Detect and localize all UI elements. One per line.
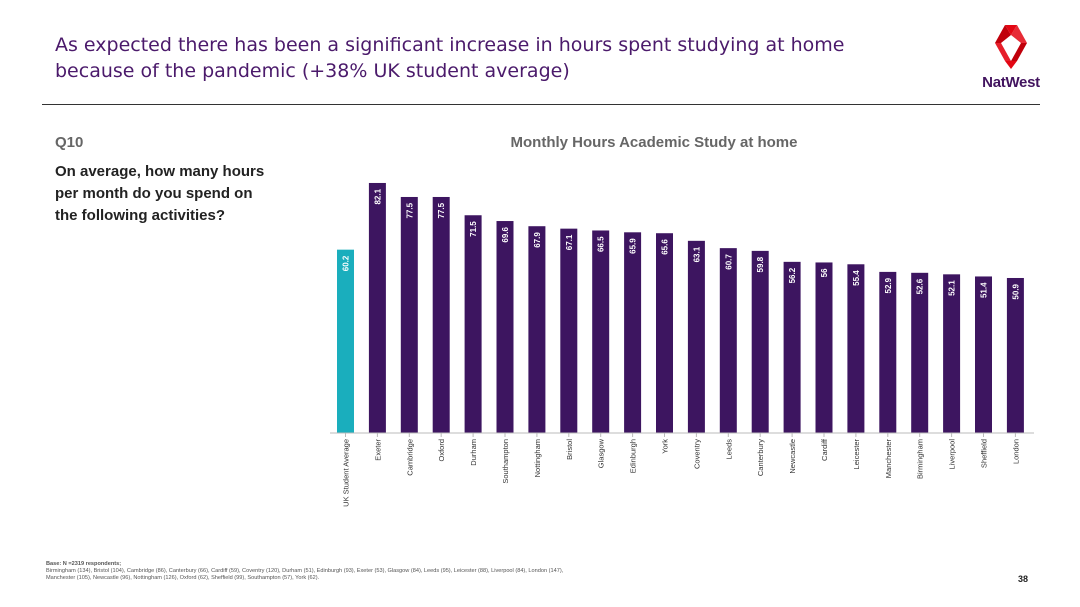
natwest-logo-icon	[995, 25, 1027, 69]
bar-york	[656, 233, 673, 433]
bar-durham	[464, 215, 482, 433]
data-label-manchester: 52.9	[884, 277, 893, 293]
tick-label-durham: Durham	[469, 439, 478, 466]
data-label-newcastle: 56.2	[788, 267, 797, 283]
bar-cardiff	[815, 262, 833, 433]
tick-label-newcastle: Newcastle	[788, 439, 797, 474]
data-label-nottingham: 67.9	[533, 232, 542, 248]
data-label-cardiff: 56	[820, 268, 829, 277]
bar-southampton	[496, 221, 514, 433]
data-label-edinburgh: 65.9	[629, 238, 638, 254]
tick-label-cambridge: Cambridge	[405, 439, 414, 476]
bar-newcastle	[783, 261, 801, 433]
footnote-base: Base: N =2319 respondents;	[46, 561, 122, 567]
tick-label-canterbury: Canterbury	[756, 439, 765, 476]
bar-coventry	[687, 240, 705, 433]
tick-label-birmingham: Birmingham	[916, 439, 925, 479]
bar-nottingham	[528, 226, 546, 433]
data-label-coventry: 63.1	[692, 246, 701, 262]
tick-label-coventry: Coventry	[692, 439, 701, 469]
natwest-logo: NatWest	[978, 22, 1044, 94]
data-label-liverpool: 52.1	[948, 280, 957, 296]
bar-canterbury	[751, 250, 769, 433]
data-label-exeter: 82.1	[373, 188, 382, 204]
brand-name: NatWest	[982, 74, 1040, 91]
tick-label-sheffield: Sheffield	[980, 439, 989, 468]
data-label-sheffield: 51.4	[980, 282, 989, 298]
data-label-cambridge: 77.5	[405, 202, 414, 218]
footnote-sample-sizes-2: Manchester (105), Newcastle (96), Nottin…	[46, 575, 320, 581]
bar-edinburgh	[624, 232, 642, 433]
question-text: On average, how many hours per month do …	[55, 163, 265, 224]
bar-manchester	[879, 271, 897, 433]
bar-london	[1006, 277, 1024, 433]
data-label-canterbury: 59.8	[756, 256, 765, 272]
tick-label-edinburgh: Edinburgh	[629, 439, 638, 473]
bar-leeds	[719, 248, 737, 433]
tick-label-uk-student-average: UK Student Average	[342, 439, 351, 507]
bar-cambridge	[400, 196, 418, 433]
tick-label-nottingham: Nottingham	[533, 439, 542, 477]
data-label-uk-student-average: 60.2	[342, 255, 351, 271]
tick-label-glasgow: Glasgow	[597, 438, 606, 468]
data-label-london: 50.9	[1011, 283, 1020, 299]
tick-label-oxford: Oxford	[437, 439, 446, 462]
footnote: Base: N =2319 respondents; Birmingham (1…	[46, 561, 746, 582]
data-label-durham: 71.5	[469, 221, 478, 237]
bar-oxford	[432, 196, 450, 433]
footnote-sample-sizes-1: Birmingham (134), Bristol (104), Cambrid…	[46, 568, 564, 574]
slide-title: As expected there has been a significant…	[55, 32, 935, 84]
x-axis-ticks: UK Student Average Exeter Cambridge Oxford D…	[342, 433, 1020, 507]
question-number: Q10	[55, 134, 84, 151]
bar-uk-student-average	[337, 249, 354, 433]
bar-bristol	[560, 228, 578, 433]
tick-label-southampton: Southampton	[501, 439, 510, 484]
bar-liverpool	[943, 274, 961, 433]
slide-title-line-1: As expected there has been a significant…	[55, 34, 845, 56]
data-label-glasgow: 66.5	[597, 236, 606, 252]
tick-label-leicester: Leicester	[852, 439, 861, 470]
tick-label-leeds: Leeds	[724, 439, 733, 460]
data-label-southampton: 69.6	[501, 226, 510, 242]
tick-label-cardiff: Cardiff	[820, 438, 829, 461]
slide-title-line-2: because of the pandemic (+38% UK student…	[55, 60, 570, 82]
data-label-york: 65.6	[661, 239, 670, 255]
data-label-oxford: 77.5	[437, 202, 446, 218]
bar-birmingham	[911, 272, 929, 433]
tick-label-york: York	[661, 439, 670, 454]
data-label-leeds: 60.7	[724, 254, 733, 270]
tick-label-london: London	[1011, 439, 1020, 464]
tick-label-bristol: Bristol	[565, 439, 574, 460]
bar-glasgow	[592, 230, 610, 433]
page-number: 38	[1018, 574, 1029, 584]
data-label-leicester: 55.4	[852, 270, 861, 286]
bar-sheffield	[975, 276, 992, 433]
bar-exeter	[368, 182, 386, 433]
bar-leicester	[847, 264, 865, 433]
tick-label-liverpool: Liverpool	[948, 439, 957, 470]
data-label-bristol: 67.1	[565, 234, 574, 250]
tick-label-exeter: Exeter	[373, 439, 382, 461]
title-divider	[42, 104, 1040, 105]
chart-title: Monthly Hours Academic Study at home	[511, 134, 798, 151]
data-label-birmingham: 52.6	[916, 278, 925, 294]
tick-label-manchester: Manchester	[884, 439, 893, 479]
bar-series: 60.2 82.1 77.5 77.5 71.5 69.6 67.9 67.1 66.5 65.9…	[337, 182, 1024, 433]
